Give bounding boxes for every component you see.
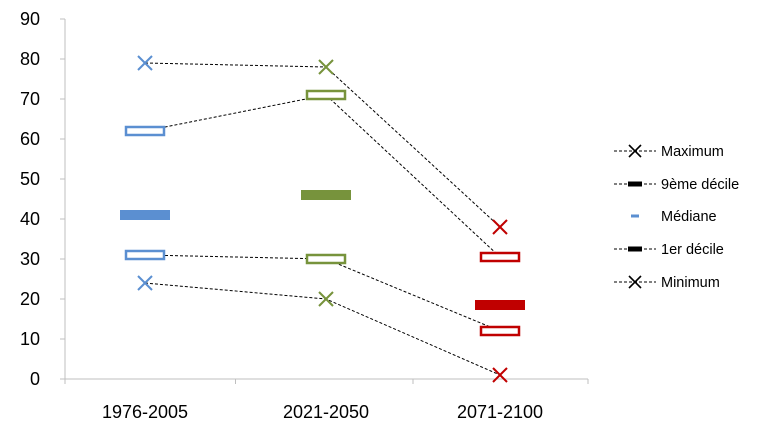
decile-marker xyxy=(305,253,347,265)
decile-marker xyxy=(479,325,521,337)
y-tick-label: 0 xyxy=(30,369,40,389)
axes xyxy=(60,18,589,384)
y-tick-label: 80 xyxy=(20,49,40,69)
y-tick-labels: 0 10 20 30 40 50 60 70 80 90 xyxy=(20,9,40,389)
legend-item: 1er décile xyxy=(614,242,724,258)
y-tick-label: 70 xyxy=(20,89,40,109)
y-tick-label: 60 xyxy=(20,129,40,149)
x-tick-label: 2071-2100 xyxy=(457,402,543,422)
decile-marker xyxy=(479,251,521,263)
legend-item: Médiane xyxy=(631,209,717,225)
y-tick-label: 50 xyxy=(20,169,40,189)
x-marker xyxy=(318,291,334,307)
median-marker xyxy=(301,190,351,200)
x-marker xyxy=(137,55,153,71)
series-line xyxy=(144,62,501,228)
x-marker xyxy=(492,219,508,235)
legend-item: Minimum xyxy=(614,275,720,291)
legend-bar-icon xyxy=(628,246,642,252)
series-line xyxy=(144,254,501,332)
median-marker xyxy=(120,210,170,220)
legend-item: Maximum xyxy=(614,144,724,160)
legend-bar-icon xyxy=(628,181,642,187)
decile-marker xyxy=(305,89,347,101)
legend-label: Minimum xyxy=(661,275,720,291)
legend-label: Maximum xyxy=(661,144,724,160)
legend: Maximum 9ème décile Médiane 1er décile Minim… xyxy=(614,144,739,291)
median-marker xyxy=(475,300,525,310)
x-marker xyxy=(137,275,153,291)
y-tick-label: 90 xyxy=(20,9,40,29)
y-tick-label: 20 xyxy=(20,289,40,309)
legend-label: Médiane xyxy=(661,209,717,225)
decile-marker xyxy=(124,249,166,261)
legend-bar-icon xyxy=(631,214,639,218)
x-marker xyxy=(318,59,334,75)
x-tick-labels: 1976-2005 2021-2050 2071-2100 xyxy=(102,402,543,422)
decile-marker xyxy=(124,125,166,137)
data-marks xyxy=(120,55,525,383)
y-tick-label: 40 xyxy=(20,209,40,229)
series-lines xyxy=(144,62,501,376)
series-line xyxy=(144,94,501,258)
legend-item: 9ème décile xyxy=(614,177,739,193)
x-marker xyxy=(492,367,508,383)
legend-label: 9ème décile xyxy=(661,177,739,193)
y-tick-label: 30 xyxy=(20,249,40,269)
y-tick-label: 10 xyxy=(20,329,40,349)
x-tick-label: 1976-2005 xyxy=(102,402,188,422)
x-tick-label: 2021-2050 xyxy=(283,402,369,422)
legend-label: 1er décile xyxy=(661,242,724,258)
